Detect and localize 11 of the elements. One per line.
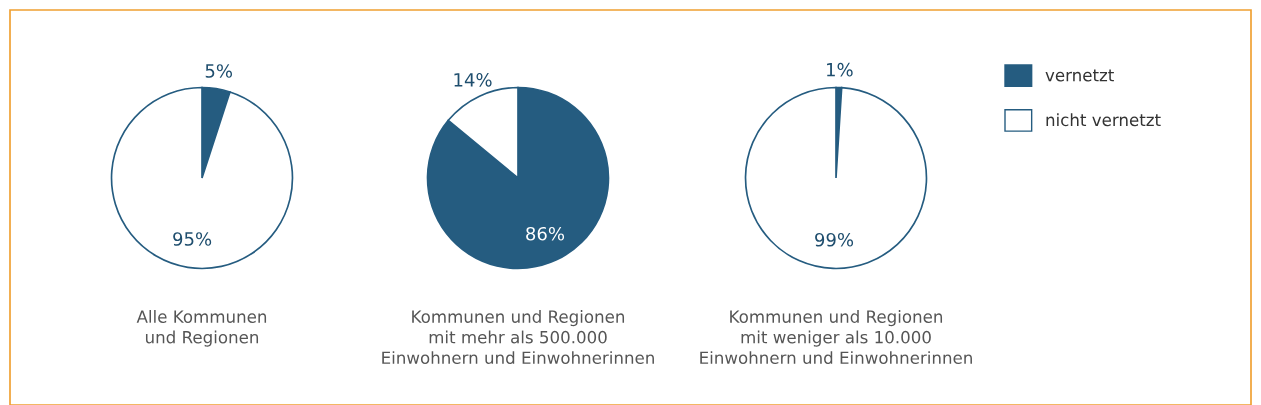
legend-label: nicht vernetzt [1046, 113, 1161, 127]
legend-label: vernetzt [1045, 69, 1114, 82]
data-label: 86% [526, 226, 565, 241]
data-label: 99% [815, 232, 854, 247]
text: Alle Kommunen und Regionen [136, 310, 267, 347]
text: Kommunen und Regionen mit weniger als 10.000 Einwohnern und Einwohnerinnen [700, 310, 972, 365]
data-label: 14% [454, 72, 492, 87]
text: Kommunen und Regionen mit mehr als 500.000 Einwohnern und Einwohnerinnen [382, 310, 654, 365]
data-label: 1% [827, 62, 853, 77]
data-label: 95% [173, 232, 212, 246]
data-label: 5% [205, 64, 233, 78]
